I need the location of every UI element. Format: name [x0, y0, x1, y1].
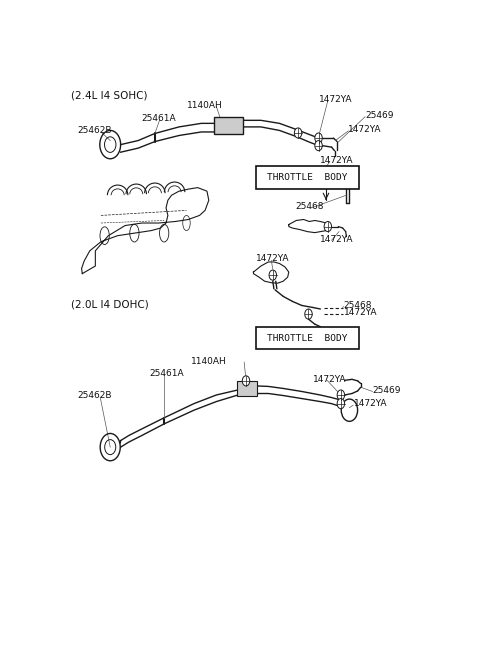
Text: 1472YA: 1472YA — [348, 125, 382, 134]
Circle shape — [337, 399, 345, 409]
Text: 1472YA: 1472YA — [321, 235, 354, 244]
Text: 25469: 25469 — [365, 111, 394, 120]
Text: 25468: 25468 — [344, 302, 372, 311]
Text: 1472YA: 1472YA — [354, 399, 387, 408]
Text: (2.0L I4 DOHC): (2.0L I4 DOHC) — [71, 300, 149, 309]
Text: 1472YA: 1472YA — [344, 308, 377, 317]
Text: 25469: 25469 — [372, 386, 401, 396]
Text: THROTTLE  BODY: THROTTLE BODY — [267, 173, 348, 182]
Circle shape — [294, 128, 302, 138]
Circle shape — [315, 141, 322, 150]
Text: 1472YA: 1472YA — [313, 375, 347, 384]
Text: THROTTLE  BODY: THROTTLE BODY — [267, 334, 348, 343]
Text: 25462B: 25462B — [78, 391, 112, 400]
Circle shape — [269, 270, 276, 280]
Circle shape — [337, 390, 345, 400]
Circle shape — [242, 376, 250, 386]
Text: (2.4L I4 SOHC): (2.4L I4 SOHC) — [71, 91, 148, 101]
Circle shape — [305, 309, 312, 319]
Text: 1472YA: 1472YA — [321, 156, 354, 166]
Text: 1472YA: 1472YA — [256, 254, 289, 263]
Text: 1472YA: 1472YA — [319, 95, 352, 104]
Circle shape — [315, 133, 322, 143]
Text: 1140AH: 1140AH — [191, 357, 227, 366]
FancyBboxPatch shape — [237, 381, 257, 396]
Text: 25461A: 25461A — [149, 369, 184, 378]
Circle shape — [324, 221, 332, 232]
FancyBboxPatch shape — [214, 118, 243, 135]
FancyBboxPatch shape — [256, 166, 359, 189]
Text: 1140AH: 1140AH — [187, 101, 223, 110]
FancyBboxPatch shape — [256, 327, 359, 350]
Text: 25461A: 25461A — [142, 114, 177, 123]
Text: 25462B: 25462B — [78, 126, 112, 135]
Text: 25468: 25468 — [296, 202, 324, 211]
